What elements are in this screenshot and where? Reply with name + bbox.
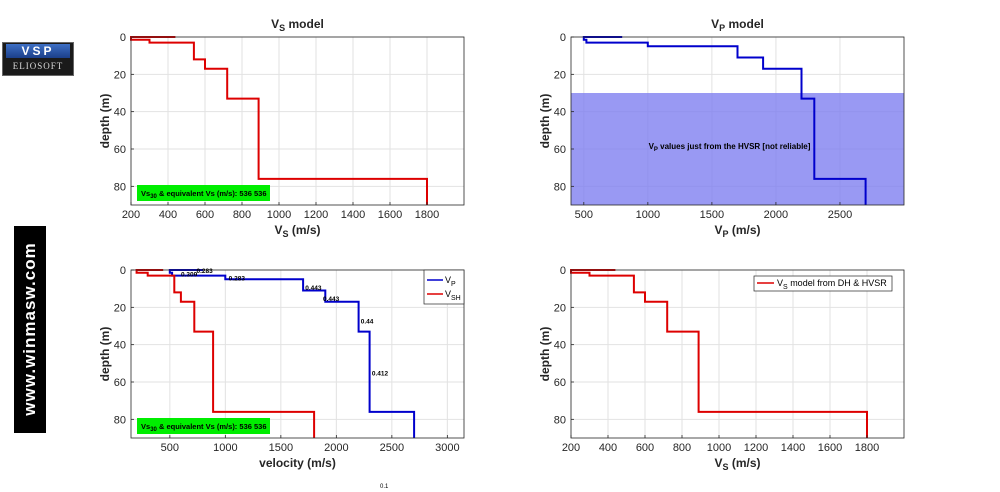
website-banner: www.winmasw.com bbox=[14, 226, 46, 433]
vs30-annotation-box bbox=[137, 185, 270, 201]
y-tick-label: 40 bbox=[554, 340, 566, 352]
chart-title: VS model bbox=[271, 17, 324, 33]
series-line-profile-0 bbox=[130, 36, 428, 205]
x-tick-label: 1000 bbox=[636, 209, 660, 221]
poisson-ratio-label: 0.283 bbox=[196, 268, 213, 275]
y-tick-label: 40 bbox=[114, 340, 126, 352]
legend-box bbox=[753, 275, 893, 292]
y-tick-label: 20 bbox=[114, 69, 126, 81]
y-axis-label: depth (m) bbox=[538, 94, 552, 149]
plot-combined: 500 1000 1500 2000 2500 3000 0 20 40 60 80 velocity… bbox=[98, 265, 465, 470]
y-tick-label: 60 bbox=[554, 377, 566, 389]
y-tick-label: 0 bbox=[120, 32, 126, 44]
vs30-annotation-box bbox=[137, 418, 270, 434]
poisson-ratio-label: 0.283 bbox=[229, 275, 246, 282]
logo-subtitle: ELIOSOFT bbox=[12, 61, 64, 71]
axes-frame bbox=[570, 36, 905, 206]
vsp-eliosoft-logo: VSP ELIOSOFT bbox=[2, 42, 74, 76]
x-tick-label: 600 bbox=[196, 209, 214, 221]
plot-area bbox=[131, 270, 464, 438]
x-tick-label: 1500 bbox=[700, 209, 724, 221]
vs30-annotation-text: Vs30 & equivalent Vs (m/s): 536 536 bbox=[141, 189, 267, 200]
x-tick-label: 1400 bbox=[781, 442, 805, 454]
x-tick-label: 2000 bbox=[324, 442, 348, 454]
axes-frame bbox=[570, 269, 905, 439]
x-axis-label: VS (m/s) bbox=[714, 456, 760, 472]
x-tick-label: 1000 bbox=[267, 209, 291, 221]
series-line-profile-0 bbox=[582, 36, 867, 205]
poisson-ratio-label: 0.309 bbox=[181, 272, 198, 279]
x-tick-label: 1200 bbox=[744, 442, 768, 454]
hvsr-note-label: VP values just from the HVSR [not reliab… bbox=[649, 142, 811, 153]
chart-title: VP model bbox=[711, 17, 764, 33]
x-tick-label: 1200 bbox=[304, 209, 328, 221]
y-tick-label: 20 bbox=[554, 69, 566, 81]
x-tick-label: 600 bbox=[636, 442, 654, 454]
y-tick-label: 0 bbox=[560, 32, 566, 44]
x-tick-label: 500 bbox=[161, 442, 179, 454]
y-tick-label: 80 bbox=[554, 181, 566, 193]
plot-area bbox=[131, 37, 464, 205]
y-tick-label: 80 bbox=[554, 414, 566, 426]
legend-label: VP bbox=[445, 275, 456, 288]
legend-label: VS model from DH & HVSR bbox=[777, 278, 887, 291]
y-tick-label: 60 bbox=[554, 144, 566, 156]
x-tick-label: 1000 bbox=[707, 442, 731, 454]
x-tick-label: 1800 bbox=[415, 209, 439, 221]
x-tick-label: 2500 bbox=[380, 442, 404, 454]
x-tick-label: 500 bbox=[575, 209, 593, 221]
y-tick-label: 0 bbox=[560, 265, 566, 277]
poisson-ratio-label: 0.412 bbox=[372, 371, 389, 378]
y-tick-label: 60 bbox=[114, 144, 126, 156]
x-axis-label: VP (m/s) bbox=[714, 223, 760, 239]
footnote-label: 0.1 bbox=[380, 484, 389, 490]
x-axis-label: velocity (m/s) bbox=[259, 456, 336, 470]
y-axis-label: depth (m) bbox=[98, 327, 112, 382]
logo-brand: VSP bbox=[6, 44, 70, 58]
y-tick-label: 20 bbox=[114, 302, 126, 314]
x-tick-label: 2500 bbox=[828, 209, 852, 221]
vs30-annotation-text: Vs30 & equivalent Vs (m/s): 536 536 bbox=[141, 422, 267, 433]
y-tick-label: 80 bbox=[114, 181, 126, 193]
x-tick-label: 1800 bbox=[855, 442, 879, 454]
axes-frame bbox=[130, 36, 465, 206]
legend-label: VSH bbox=[445, 289, 461, 302]
y-tick-label: 80 bbox=[114, 414, 126, 426]
x-tick-label: 400 bbox=[159, 209, 177, 221]
series-line-v-p bbox=[168, 269, 416, 438]
plot-vs-model: 200 400 600 800 1000 1200 1400 1600 1800 0 20 40 60 8… bbox=[98, 17, 465, 239]
y-axis-label: depth (m) bbox=[538, 327, 552, 382]
legend-box bbox=[423, 269, 465, 305]
x-tick-label: 1000 bbox=[213, 442, 237, 454]
x-tick-label: 800 bbox=[233, 209, 251, 221]
series-line-v-s-model-from-dh-hvsr bbox=[570, 269, 868, 438]
hvsr-shaded-region bbox=[571, 93, 904, 205]
y-tick-label: 0 bbox=[120, 265, 126, 277]
series-line-v-sh bbox=[135, 269, 316, 438]
y-tick-label: 20 bbox=[554, 302, 566, 314]
x-axis-label: VS (m/s) bbox=[274, 223, 320, 239]
y-tick-label: 40 bbox=[554, 107, 566, 119]
y-tick-label: 40 bbox=[114, 107, 126, 119]
x-tick-label: 1400 bbox=[341, 209, 365, 221]
x-tick-label: 2000 bbox=[764, 209, 788, 221]
plot-area bbox=[571, 270, 904, 438]
x-tick-label: 1500 bbox=[269, 442, 293, 454]
axes-frame bbox=[130, 269, 465, 439]
poisson-ratio-label: 0.443 bbox=[323, 296, 340, 303]
x-tick-label: 1600 bbox=[818, 442, 842, 454]
x-tick-label: 800 bbox=[673, 442, 691, 454]
poisson-ratio-label: 0.44 bbox=[361, 318, 374, 325]
plot-vs-dh-hvsr: 200 400 600 800 1000 1200 1400 1600 1800 0 20 40 60 8… bbox=[538, 265, 905, 472]
y-tick-label: 60 bbox=[114, 377, 126, 389]
x-tick-label: 3000 bbox=[435, 442, 459, 454]
x-tick-label: 200 bbox=[122, 209, 140, 221]
x-tick-label: 200 bbox=[562, 442, 580, 454]
plot-vp-model: 500 1000 1500 2000 2500 0 20 40 60 80 VP (m/s) dept… bbox=[538, 17, 905, 239]
y-axis-label: depth (m) bbox=[98, 94, 112, 149]
x-tick-label: 1600 bbox=[378, 209, 402, 221]
x-tick-label: 400 bbox=[599, 442, 617, 454]
poisson-ratio-label: 0.443 bbox=[305, 285, 322, 292]
